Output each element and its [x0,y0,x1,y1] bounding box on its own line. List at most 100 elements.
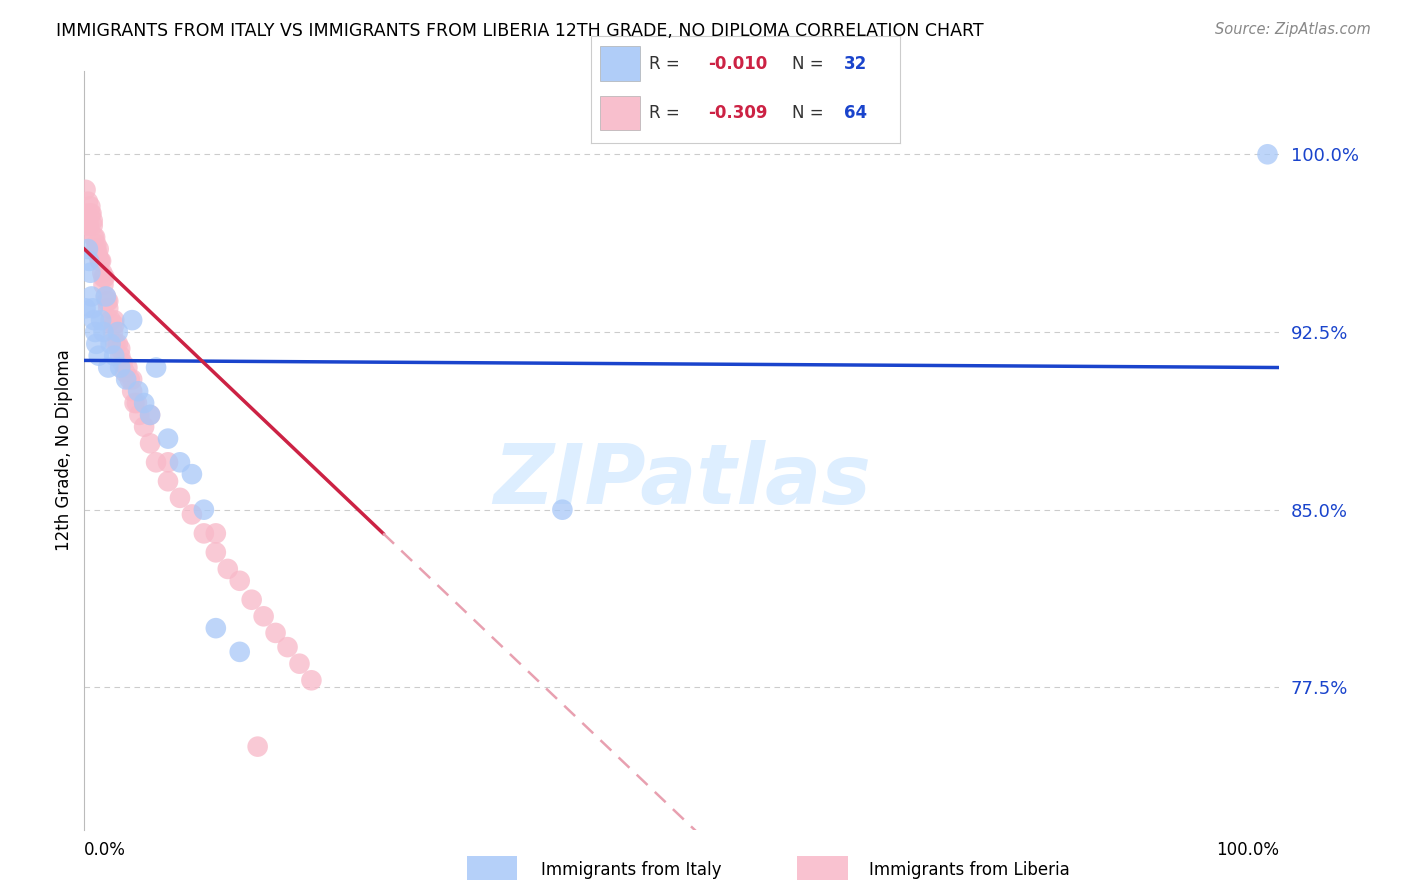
Point [139,408,162,422]
Point [115,372,138,386]
Text: Immigrants from Italy: Immigrants from Italy [541,861,721,879]
Text: R =: R = [650,103,685,121]
Point [181,467,204,482]
Text: 100.0%: 100.0% [1216,841,1279,859]
Point [82,219,104,233]
Point [93,325,115,339]
Point [205,526,228,541]
Bar [600,46,640,80]
Bar [467,856,517,880]
Text: 0.0%: 0.0% [84,841,127,859]
Point [80,206,103,220]
Text: ZIPatlas: ZIPatlas [494,441,870,521]
Text: Immigrants from Liberia: Immigrants from Liberia [869,861,1070,879]
Bar [797,856,848,880]
Point [96,294,118,309]
Text: R =: R = [650,54,685,72]
Point [89,253,111,268]
Point [127,384,149,399]
Point [132,419,156,434]
Point [145,360,167,375]
Point [103,318,125,332]
Point [117,360,139,375]
Point [79,206,101,220]
Point [145,455,167,469]
Point [107,325,129,339]
Point [93,277,115,292]
Point [125,396,148,410]
Point [86,336,108,351]
Point [288,657,311,671]
Point [75,301,97,316]
Point [181,508,204,522]
Point [103,349,125,363]
Point [229,645,252,659]
Point [217,562,239,576]
Point [94,289,117,303]
Point [93,270,115,285]
Point [157,455,180,469]
Point [82,301,104,316]
Point [551,502,574,516]
Point [169,491,191,505]
Point [111,356,134,370]
Point [229,574,252,588]
Point [97,301,120,316]
Point [193,526,215,541]
Point [87,349,110,363]
Point [94,289,117,303]
Point [77,219,100,233]
Point [110,342,132,356]
Point [205,621,228,635]
Point [169,455,191,469]
Point [101,325,124,339]
Point [75,183,97,197]
Point [1257,147,1279,161]
Point [277,640,299,654]
Text: 32: 32 [844,54,868,72]
Point [264,626,287,640]
Point [110,360,132,375]
Point [76,206,98,220]
Point [77,219,100,233]
Point [128,408,150,422]
Point [121,372,143,386]
Point [84,325,107,339]
Bar [600,95,640,130]
Point [77,242,100,256]
Text: N =: N = [792,103,828,121]
Y-axis label: 12th Grade, No Diploma: 12th Grade, No Diploma [55,350,73,551]
Point [90,313,112,327]
Point [157,475,180,489]
Point [83,230,105,244]
Point [107,336,129,351]
Point [110,349,132,363]
Text: Source: ZipAtlas.com: Source: ZipAtlas.com [1215,22,1371,37]
Text: 64: 64 [844,103,868,121]
Text: -0.010: -0.010 [709,54,768,72]
Point [84,230,107,244]
Point [240,592,263,607]
Point [97,294,120,309]
Point [104,336,127,351]
Point [193,502,215,516]
Point [121,384,143,399]
Text: N =: N = [792,54,828,72]
Point [100,313,122,327]
Point [246,739,269,754]
Text: -0.309: -0.309 [709,103,768,121]
Point [124,396,146,410]
Point [86,237,108,252]
Text: IMMIGRANTS FROM ITALY VS IMMIGRANTS FROM LIBERIA 12TH GRADE, NO DIPLOMA CORRELAT: IMMIGRANTS FROM ITALY VS IMMIGRANTS FROM… [56,22,984,40]
Point [139,408,162,422]
Point [90,253,112,268]
Point [83,313,105,327]
Point [118,372,141,386]
Point [82,213,104,227]
Point [79,199,101,213]
Point [77,194,100,209]
Point [121,313,143,327]
Point [253,609,276,624]
Point [91,266,114,280]
Point [86,247,108,261]
